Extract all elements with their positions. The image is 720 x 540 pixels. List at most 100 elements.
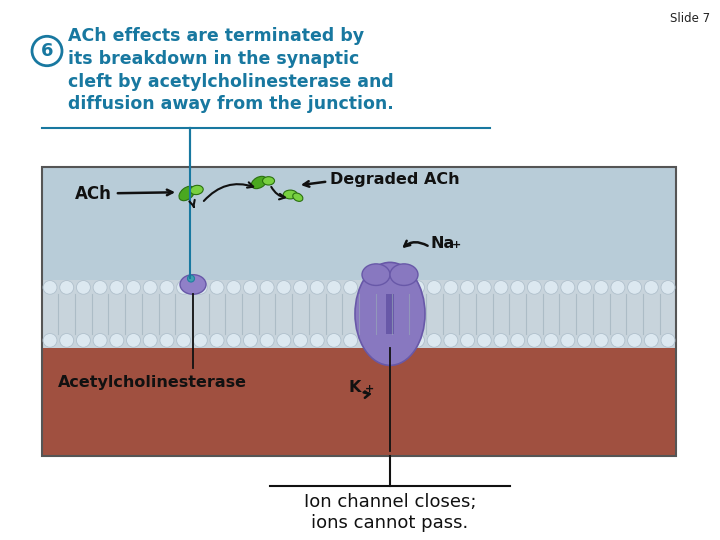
Text: Ion channel closes;
ions cannot pass.: Ion channel closes; ions cannot pass.	[304, 494, 476, 532]
Circle shape	[594, 334, 608, 347]
Ellipse shape	[355, 262, 425, 366]
Circle shape	[227, 281, 240, 294]
Circle shape	[343, 281, 358, 294]
Circle shape	[527, 281, 541, 294]
Circle shape	[628, 281, 642, 294]
Ellipse shape	[362, 264, 390, 286]
Circle shape	[110, 334, 124, 347]
Circle shape	[76, 281, 91, 294]
Circle shape	[243, 334, 258, 347]
Text: ACh effects are terminated by: ACh effects are terminated by	[68, 28, 364, 45]
Circle shape	[461, 334, 474, 347]
Circle shape	[611, 281, 625, 294]
Circle shape	[76, 334, 91, 347]
Circle shape	[427, 281, 441, 294]
Circle shape	[127, 334, 140, 347]
Circle shape	[176, 334, 191, 347]
Bar	[386, 294, 394, 334]
Circle shape	[260, 281, 274, 294]
Circle shape	[243, 281, 258, 294]
Circle shape	[394, 281, 408, 294]
Circle shape	[294, 281, 307, 294]
Ellipse shape	[190, 185, 203, 194]
Text: ACh: ACh	[75, 185, 112, 203]
Ellipse shape	[293, 193, 303, 201]
Circle shape	[194, 334, 207, 347]
Circle shape	[143, 334, 157, 347]
Circle shape	[494, 334, 508, 347]
Circle shape	[477, 281, 491, 294]
Circle shape	[360, 281, 374, 294]
Circle shape	[343, 334, 358, 347]
Circle shape	[294, 334, 307, 347]
Ellipse shape	[180, 275, 206, 294]
Circle shape	[427, 334, 441, 347]
Circle shape	[377, 281, 391, 294]
Circle shape	[394, 334, 408, 347]
Bar	[42, 280, 676, 348]
Text: +: +	[365, 383, 374, 394]
Circle shape	[210, 281, 224, 294]
Text: its breakdown in the synaptic: its breakdown in the synaptic	[68, 50, 359, 68]
Text: Degraded ACh: Degraded ACh	[330, 172, 459, 187]
Circle shape	[143, 281, 157, 294]
Bar	[42, 348, 676, 456]
Circle shape	[410, 334, 425, 347]
Circle shape	[187, 275, 194, 282]
Circle shape	[260, 334, 274, 347]
Text: 6: 6	[41, 42, 53, 60]
Circle shape	[561, 334, 575, 347]
Bar	[42, 167, 676, 456]
Circle shape	[276, 334, 291, 347]
Text: Acetylcholinesterase: Acetylcholinesterase	[58, 375, 247, 390]
Circle shape	[327, 281, 341, 294]
Ellipse shape	[263, 177, 274, 185]
Circle shape	[628, 334, 642, 347]
Circle shape	[644, 281, 658, 294]
Circle shape	[43, 334, 57, 347]
Circle shape	[594, 281, 608, 294]
Ellipse shape	[251, 177, 267, 188]
Ellipse shape	[179, 186, 195, 201]
Circle shape	[461, 281, 474, 294]
Text: K: K	[348, 380, 361, 395]
Text: +: +	[452, 240, 462, 251]
Circle shape	[110, 281, 124, 294]
Text: Slide 7: Slide 7	[670, 12, 710, 25]
Circle shape	[510, 334, 525, 347]
Circle shape	[544, 334, 558, 347]
Circle shape	[127, 281, 140, 294]
Ellipse shape	[390, 264, 418, 286]
Circle shape	[210, 334, 224, 347]
Circle shape	[160, 281, 174, 294]
Circle shape	[43, 281, 57, 294]
Circle shape	[577, 334, 592, 347]
Ellipse shape	[283, 190, 297, 199]
Circle shape	[544, 281, 558, 294]
Circle shape	[93, 334, 107, 347]
Text: cleft by acetylcholinesterase and: cleft by acetylcholinesterase and	[68, 72, 394, 91]
Text: Na: Na	[430, 236, 454, 251]
Circle shape	[577, 281, 592, 294]
Circle shape	[176, 281, 191, 294]
Bar	[42, 167, 676, 280]
Circle shape	[360, 334, 374, 347]
Circle shape	[494, 281, 508, 294]
Circle shape	[160, 334, 174, 347]
Text: diffusion away from the junction.: diffusion away from the junction.	[68, 95, 394, 113]
Circle shape	[444, 281, 458, 294]
Circle shape	[661, 334, 675, 347]
Circle shape	[276, 281, 291, 294]
Circle shape	[227, 334, 240, 347]
Circle shape	[194, 281, 207, 294]
Circle shape	[510, 281, 525, 294]
Circle shape	[60, 281, 73, 294]
Circle shape	[60, 334, 73, 347]
Circle shape	[477, 334, 491, 347]
Circle shape	[444, 334, 458, 347]
Circle shape	[310, 334, 324, 347]
Circle shape	[527, 334, 541, 347]
Circle shape	[561, 281, 575, 294]
Circle shape	[410, 281, 425, 294]
Circle shape	[644, 334, 658, 347]
